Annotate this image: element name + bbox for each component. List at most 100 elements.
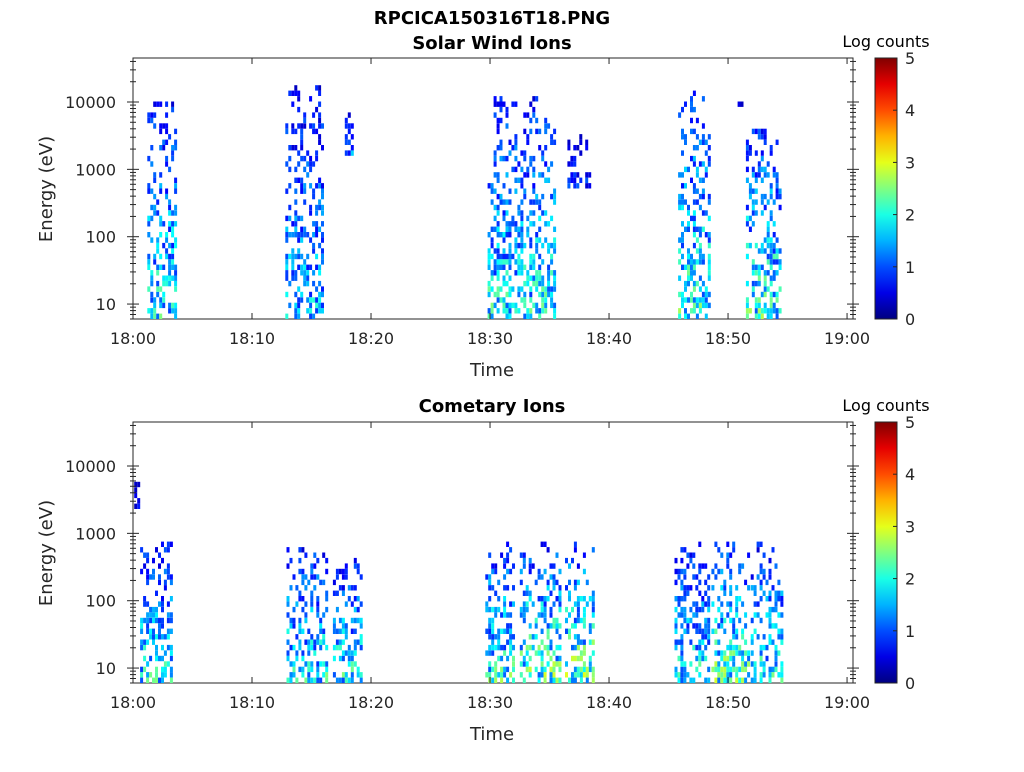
spectrogram-cell xyxy=(777,628,781,634)
spectrogram-cell xyxy=(286,547,290,553)
spectrogram-cell xyxy=(156,242,160,249)
spectrogram-cell xyxy=(318,177,322,183)
cometary-panel-title: Cometary Ions xyxy=(419,396,566,417)
spectrogram-cell xyxy=(683,672,687,678)
spectrogram-cell xyxy=(552,574,556,580)
spectrogram-cell xyxy=(158,552,161,558)
spectrogram-cell xyxy=(757,172,761,178)
spectrogram-cell xyxy=(573,672,577,678)
spectrogram-cell xyxy=(353,644,357,651)
spectrogram-cell xyxy=(146,557,150,564)
spectrogram-cell xyxy=(678,291,682,298)
spectrogram-cell xyxy=(310,574,314,580)
spectrogram-cell xyxy=(161,623,164,629)
spectrogram-cell xyxy=(775,183,779,189)
spectrogram-cell xyxy=(540,606,544,613)
spectrogram-cell xyxy=(750,677,754,683)
spectrogram-cell xyxy=(321,259,324,265)
spectrogram-cell xyxy=(555,661,559,667)
spectrogram-cell xyxy=(772,275,776,281)
spectrogram-cell xyxy=(140,617,144,624)
spectrogram-cell xyxy=(571,557,574,564)
spectrogram-cell xyxy=(499,193,503,200)
spectrogram-cell xyxy=(350,661,354,667)
spectrogram-cell xyxy=(552,579,556,586)
spectrogram-cell xyxy=(689,606,693,613)
spectrogram-cell xyxy=(585,672,589,678)
spectrogram-cell xyxy=(775,313,779,319)
spectrogram-cell xyxy=(517,210,521,216)
spectrogram-cell xyxy=(568,677,571,683)
spectrogram-cell xyxy=(751,210,755,216)
spectrogram-cell xyxy=(681,128,684,135)
spectrogram-cell xyxy=(698,226,702,232)
spectrogram-cell xyxy=(677,677,681,683)
spectrogram-cell xyxy=(359,639,363,645)
spectrogram-cell xyxy=(341,568,345,575)
spectrogram-cell xyxy=(169,677,173,683)
spectrogram-cell xyxy=(707,242,711,249)
spectrogram-cell xyxy=(286,612,290,618)
spectrogram-cell xyxy=(297,161,301,167)
spectrogram-cell xyxy=(500,666,504,673)
spectrogram-cell xyxy=(315,183,319,189)
spectrogram-cell xyxy=(306,253,310,260)
spectrogram-cell xyxy=(726,655,730,662)
spectrogram-cell xyxy=(519,552,523,558)
spectrogram-cell xyxy=(162,123,166,129)
spectrogram-cell xyxy=(174,270,178,276)
spectrogram-cell xyxy=(315,85,319,91)
spectrogram-cell xyxy=(506,628,510,634)
spectrogram-cell xyxy=(741,661,745,667)
spectrogram-cell xyxy=(701,650,705,656)
spectrogram-cell xyxy=(701,596,705,602)
spectrogram-cell xyxy=(568,579,571,586)
spectrogram-cell xyxy=(780,612,784,618)
spectrogram-cell xyxy=(310,677,314,683)
solar-wind-panel: Solar Wind Ions 18:00 18:10 18:20 18:30 18:4… xyxy=(36,32,930,381)
spectrogram-cell xyxy=(511,221,515,227)
spectrogram-cell xyxy=(298,639,302,645)
spectrogram-cell xyxy=(768,639,772,645)
spectrogram-cell xyxy=(520,221,524,227)
spectrogram-cell xyxy=(503,563,507,569)
spectrogram-cell xyxy=(321,286,324,292)
spectrogram-cell xyxy=(769,188,773,194)
spectrogram-cell xyxy=(550,286,554,292)
spectrogram-cell xyxy=(766,199,770,205)
spectrogram-cell xyxy=(763,204,767,211)
spectrogram-cell xyxy=(753,590,757,596)
spectrogram-cell xyxy=(490,188,494,194)
spectrogram-cell xyxy=(285,291,289,298)
spectrogram-cell xyxy=(335,574,339,580)
spectrogram-cell xyxy=(744,661,748,667)
spectrogram-cell xyxy=(297,302,301,309)
spectrogram-cell xyxy=(738,563,742,569)
spectrogram-cell xyxy=(766,221,770,227)
spectrogram-cell xyxy=(174,145,178,151)
spectrogram-cell xyxy=(304,574,308,580)
burst-1 xyxy=(140,541,173,683)
spectrogram-cell xyxy=(485,650,489,656)
spectrogram-cell xyxy=(303,166,307,173)
spectrogram-cell xyxy=(698,639,702,645)
spectrogram-cell xyxy=(565,661,568,667)
spectrogram-cell xyxy=(756,541,760,547)
spectrogram-cell xyxy=(168,253,172,260)
spectrogram-cell xyxy=(748,226,752,232)
spectrogram-cell xyxy=(549,606,553,613)
spectrogram-cell xyxy=(344,123,348,129)
burst-6 xyxy=(737,101,744,107)
spectrogram-cell xyxy=(780,601,784,607)
spectrogram-cell xyxy=(300,139,304,145)
spectrogram-cell xyxy=(493,215,497,222)
spectrogram-cell xyxy=(555,596,559,602)
spectrogram-cell xyxy=(506,639,510,645)
spectrogram-cell xyxy=(150,237,154,243)
spectrogram-cell xyxy=(522,677,526,683)
spectrogram-cell xyxy=(292,666,296,673)
spectrogram-cell xyxy=(322,672,326,678)
spectrogram-cell xyxy=(692,215,696,222)
spectrogram-cell xyxy=(511,253,515,260)
spectrogram-cell xyxy=(286,563,290,569)
